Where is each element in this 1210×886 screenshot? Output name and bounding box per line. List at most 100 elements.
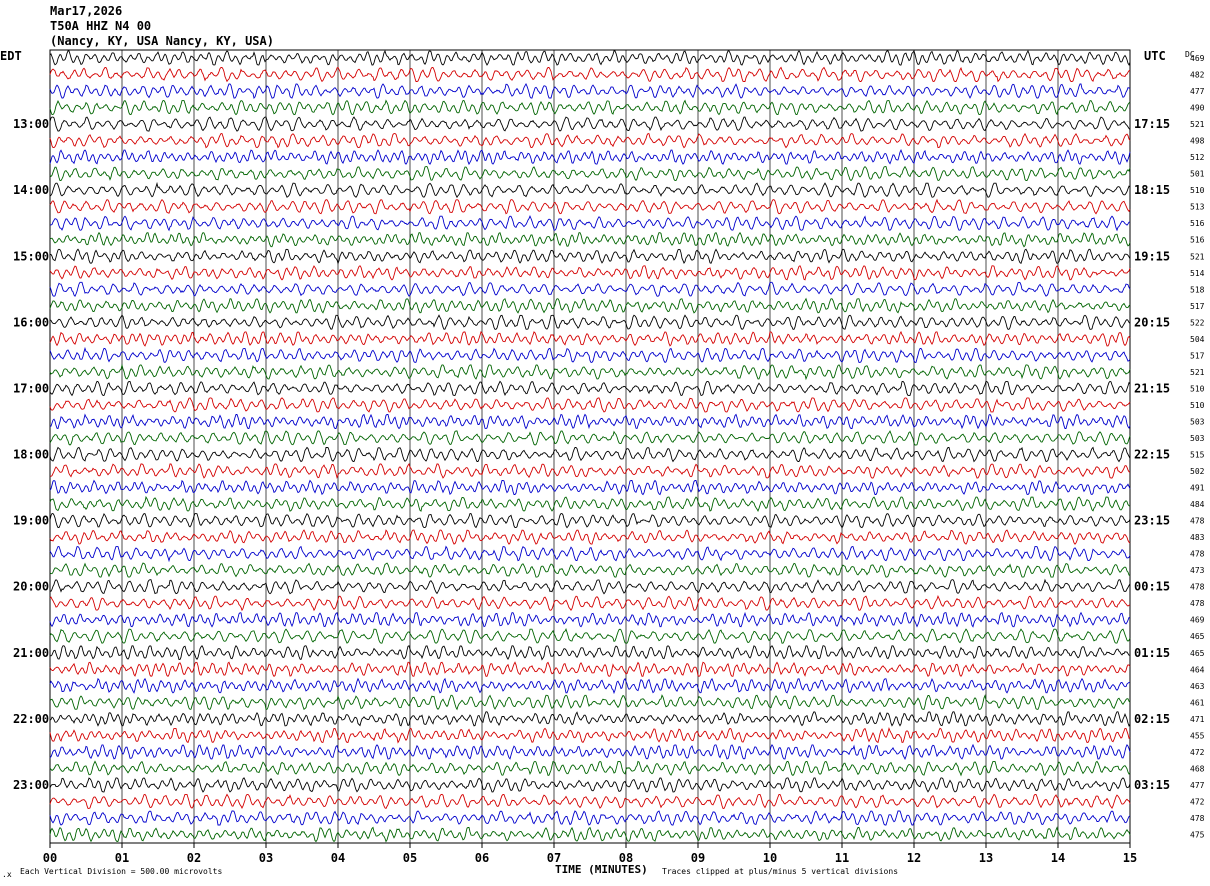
trace-line	[49, 793, 1131, 810]
dc-value: 471	[1190, 715, 1205, 724]
trace-line	[49, 711, 1131, 727]
utc-hour-label: 00:15	[1134, 580, 1170, 594]
dc-value: 478	[1190, 517, 1205, 526]
trace-line	[49, 594, 1131, 612]
x-tick-label: 01	[115, 851, 129, 865]
dc-value: 478	[1190, 814, 1205, 823]
trace-line	[49, 810, 1131, 826]
x-tick-label: 10	[763, 851, 777, 865]
edt-hour-label: 23:00	[13, 778, 49, 792]
x-tick-label: 09	[691, 851, 705, 865]
edt-hour-label: 17:00	[13, 381, 49, 395]
trace-line	[49, 479, 1131, 496]
header-location: (Nancy, KY, USA Nancy, KY, USA)	[50, 34, 274, 48]
dc-value: 514	[1190, 269, 1205, 278]
utc-hour-label: 21:15	[1134, 381, 1170, 395]
trace-line	[49, 346, 1131, 363]
edt-hour-label: 16:00	[13, 315, 49, 329]
dc-value: 463	[1190, 682, 1205, 691]
x-tick-label: 00	[43, 851, 57, 865]
dc-value: 475	[1190, 830, 1205, 839]
header-station: T50A HHZ N4 00	[50, 19, 152, 33]
left-zone-label: EDT	[0, 49, 22, 63]
dc-value: 518	[1190, 285, 1205, 294]
trace-line	[49, 529, 1131, 545]
dc-column-label: DC	[1185, 50, 1195, 59]
dc-value: 469	[1190, 616, 1205, 625]
x-tick-label: 13	[979, 851, 993, 865]
trace-line	[49, 281, 1131, 298]
dc-value: 517	[1190, 302, 1205, 311]
trace-line	[49, 562, 1131, 578]
dc-value: 477	[1190, 87, 1205, 96]
x-tick-label: 11	[835, 851, 849, 865]
dc-value: 472	[1190, 797, 1205, 806]
dc-value: 465	[1190, 632, 1205, 641]
utc-hour-label: 22:15	[1134, 448, 1170, 462]
dc-value: 512	[1190, 153, 1205, 162]
dc-value: 513	[1190, 203, 1205, 212]
trace-line	[49, 231, 1131, 248]
x-tick-label: 04	[331, 851, 345, 865]
dc-value: 516	[1190, 236, 1205, 245]
trace-line	[49, 661, 1131, 678]
left-time-labels: 13:00 14:00 15:00 16:00 17:00 18:00 19:00 20:00…	[13, 117, 49, 792]
seismic-traces	[49, 49, 1131, 843]
trace-line	[49, 644, 1130, 661]
clip-note: Traces clipped at plus/minus 5 vertical …	[662, 867, 898, 876]
dc-value: 515	[1190, 451, 1205, 460]
dc-value: 517	[1190, 351, 1205, 360]
dc-value: 521	[1190, 120, 1205, 129]
x-tick-label: 08	[619, 851, 633, 865]
trace-line	[49, 545, 1131, 563]
dc-offset-labels: 469 482 477 490 521 498 512 501 510 513 516 516 521 5…	[1190, 54, 1205, 839]
dc-value: 468	[1190, 764, 1205, 773]
dc-value: 510	[1190, 401, 1205, 410]
dc-value: 503	[1190, 417, 1205, 426]
utc-hour-label: 01:15	[1134, 646, 1170, 660]
utc-hour-label: 03:15	[1134, 778, 1170, 792]
utc-hour-label: 23:15	[1134, 514, 1170, 528]
utc-hour-label: 19:15	[1134, 249, 1170, 263]
trace-line	[49, 265, 1131, 281]
edt-hour-label: 21:00	[13, 646, 49, 660]
trace-line	[49, 363, 1131, 381]
x-tick-label: 05	[403, 851, 417, 865]
trace-line	[49, 397, 1131, 413]
dc-value: 478	[1190, 599, 1205, 608]
x-tick-label: 02	[187, 851, 201, 865]
utc-hour-label: 17:15	[1134, 117, 1170, 131]
dc-value: 491	[1190, 484, 1205, 493]
dc-value: 455	[1190, 731, 1205, 740]
dc-value: 484	[1190, 500, 1205, 509]
dc-value: 464	[1190, 665, 1205, 674]
dc-value: 502	[1190, 467, 1205, 476]
trace-line	[49, 694, 1131, 711]
dc-value: 498	[1190, 137, 1205, 146]
trace-line	[49, 578, 1131, 595]
grid-lines	[49, 49, 1131, 848]
x-tick-label: 12	[907, 851, 921, 865]
dc-value: 483	[1190, 533, 1205, 542]
dc-value: 465	[1190, 649, 1205, 658]
dc-value: 482	[1190, 71, 1205, 80]
dc-value: 516	[1190, 219, 1205, 228]
dc-value: 521	[1190, 368, 1205, 377]
trace-line	[49, 512, 1131, 529]
trace-line	[49, 165, 1131, 182]
dc-value: 501	[1190, 170, 1205, 179]
trace-line	[49, 760, 1131, 777]
trace-line	[49, 99, 1131, 116]
scale-note: Each Vertical Division = 500.00 microvol…	[20, 867, 222, 876]
trace-line	[49, 413, 1131, 430]
utc-hour-label: 02:15	[1134, 712, 1170, 726]
trace-line	[49, 116, 1131, 132]
utc-hour-label: 20:15	[1134, 315, 1170, 329]
x-tick-label: 15	[1123, 851, 1137, 865]
x-axis-label: TIME (MINUTES)	[555, 863, 648, 876]
trace-line	[49, 611, 1131, 628]
utc-hour-label: 18:15	[1134, 183, 1170, 197]
trace-line	[49, 181, 1131, 199]
x-tick-labels: 00 01 02 03 04 05 06 07 08 09 10 11 12 13 14 15	[43, 851, 1137, 865]
